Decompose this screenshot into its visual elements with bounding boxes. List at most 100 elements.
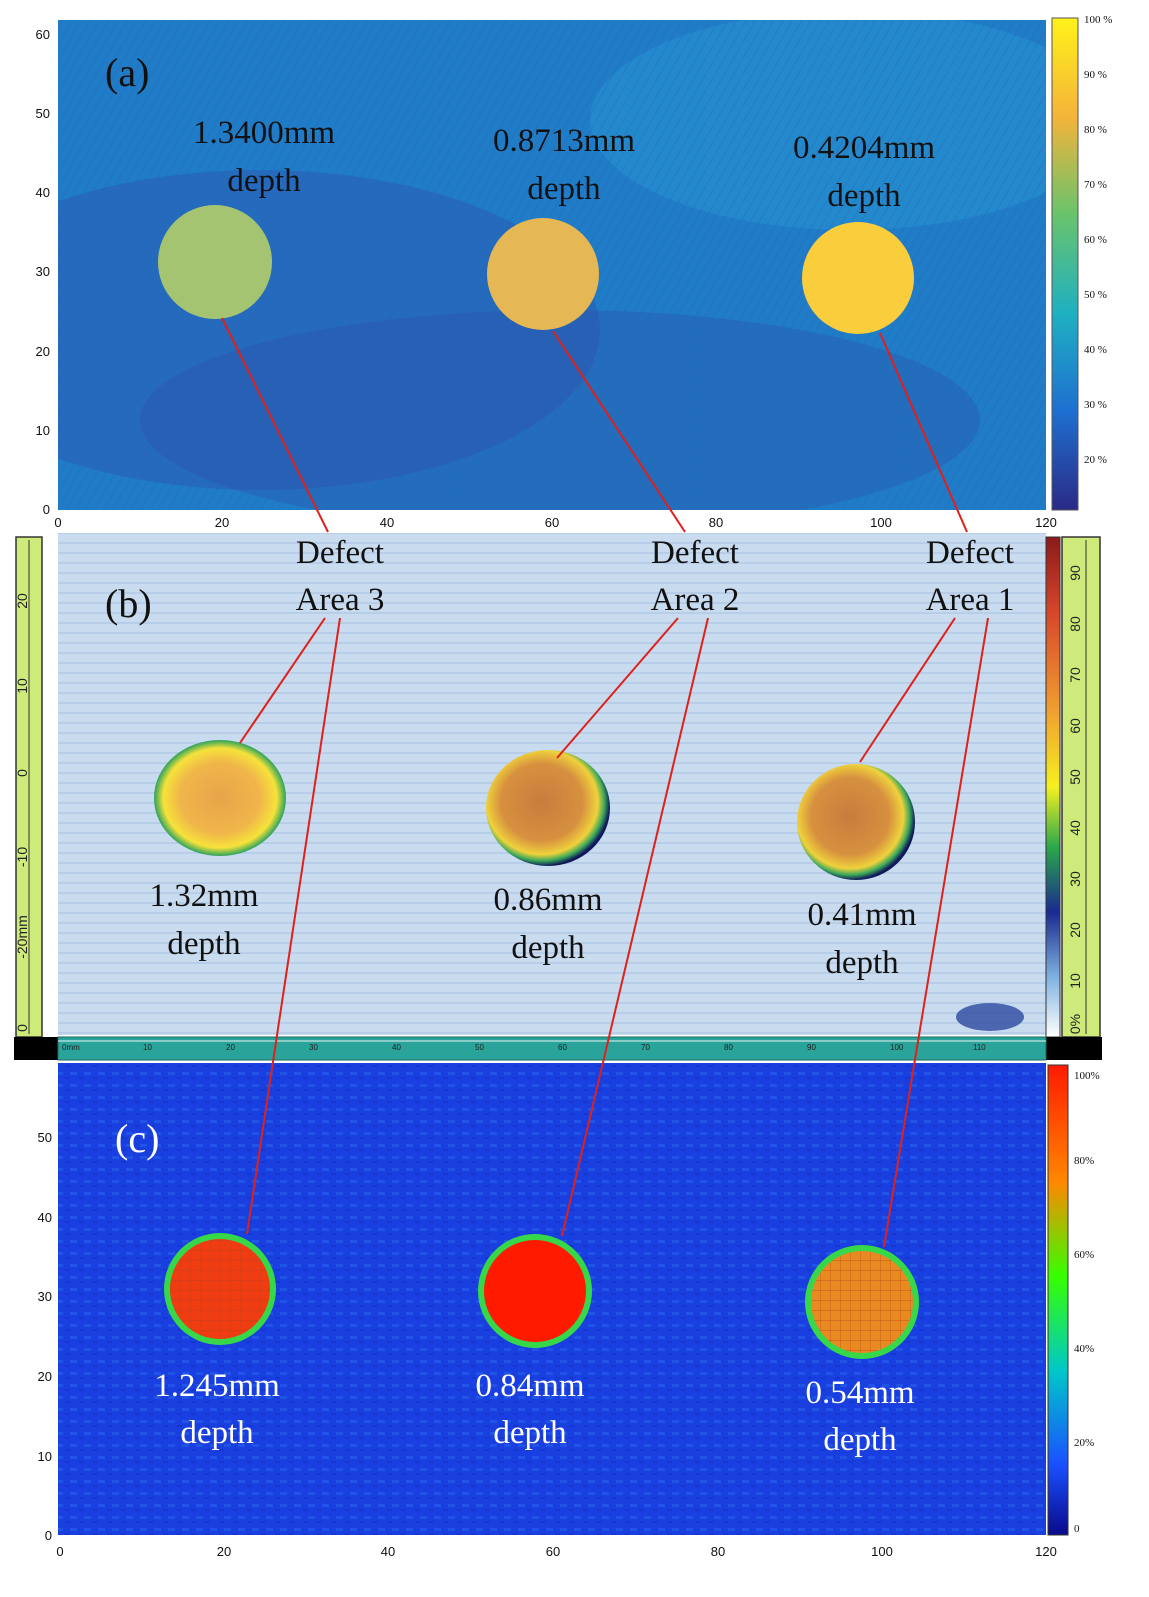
panel-a-colorbar-tick: 50 % bbox=[1084, 289, 1107, 301]
left-ruler-tick: 0 bbox=[14, 769, 30, 777]
area-1-label-line1: Defect bbox=[926, 535, 1014, 571]
panel-b-bottom-ruler-ticks: 0mm 10 20 30 40 50 60 70 80 90 100 110 bbox=[62, 1043, 986, 1052]
panel-c-label: (c) bbox=[115, 1116, 159, 1161]
panel-b-right-ruler bbox=[1061, 536, 1101, 1038]
panel-a-x-tick: 20 bbox=[215, 515, 229, 530]
panel-a-defect-1-depth-word: depth bbox=[827, 178, 901, 214]
panel-a-x-tick: 80 bbox=[709, 515, 723, 530]
area-3-label-line1: Defect bbox=[296, 535, 384, 571]
panel-a: (a) 1.3400mm depth 0.8713mm depth 0.4204… bbox=[36, 14, 1113, 530]
connector-a3-to-label bbox=[221, 317, 329, 533]
panel-a-colorbar-ticks: 100 % 90 % 80 % 70 % 60 % 50 % 40 % 30 %… bbox=[1084, 14, 1112, 466]
panel-c-y-tick: 10 bbox=[38, 1449, 52, 1464]
panel-a-defect-area-3 bbox=[158, 205, 272, 319]
panel-c-colorbar-tick: 80% bbox=[1074, 1155, 1094, 1167]
panel-a-defect-1-depth-value: 0.4204mm bbox=[793, 130, 935, 166]
bottom-ruler-tick: 0mm bbox=[62, 1043, 80, 1052]
panel-c-defect-1-depth-value: 0.54mm bbox=[805, 1375, 914, 1411]
panel-a-x-tick: 40 bbox=[380, 515, 394, 530]
right-ruler-tick: 10 bbox=[1067, 973, 1083, 989]
bottom-ruler-tick: 90 bbox=[807, 1043, 816, 1052]
right-ruler-tick: 90 bbox=[1067, 565, 1083, 581]
right-ruler-tick: 70 bbox=[1067, 667, 1083, 683]
panel-a-colorbar-tick: 30 % bbox=[1084, 399, 1107, 411]
panel-c-y-tick: 40 bbox=[38, 1210, 52, 1225]
panel-a-y-tick: 30 bbox=[36, 264, 50, 279]
area-3-label-line2: Area 3 bbox=[296, 582, 385, 618]
panel-a-y-tick: 50 bbox=[36, 106, 50, 121]
left-ruler-tick: 20 bbox=[14, 593, 30, 609]
panel-c-defect-area-2 bbox=[484, 1240, 586, 1342]
panel-a-label: (a) bbox=[105, 50, 149, 95]
bottom-ruler-tick: 100 bbox=[890, 1043, 904, 1052]
panel-c-colorbar-tick: 60% bbox=[1074, 1249, 1094, 1261]
panel-b: 20 10 0 -10 -20mm 0 90 80 70 60 50 40 30… bbox=[14, 533, 1102, 1061]
panel-b-colorbar bbox=[1045, 536, 1061, 1038]
panel-a-colorbar bbox=[1051, 17, 1079, 511]
connector-label2-to-c bbox=[561, 617, 709, 1237]
panel-c-y-tick: 20 bbox=[38, 1369, 52, 1384]
panel-a-colorbar-tick: 100 % bbox=[1084, 14, 1112, 26]
connector-a2-to-label bbox=[552, 330, 686, 533]
panel-b-defect-area-3 bbox=[154, 740, 286, 856]
panel-b-defect-3-depth-value: 1.32mm bbox=[149, 878, 258, 914]
right-ruler-tick: 30 bbox=[1067, 871, 1083, 887]
panel-a-y-tick: 20 bbox=[36, 344, 50, 359]
panel-a-y-tick: 0 bbox=[43, 502, 50, 517]
connector-label3-to-b bbox=[239, 617, 326, 744]
panel-b-defect-2-depth-value: 0.86mm bbox=[493, 882, 602, 918]
panel-c-x-tick: 80 bbox=[711, 1544, 725, 1559]
bottom-ruler-tick: 70 bbox=[641, 1043, 650, 1052]
bottom-ruler-tick: 80 bbox=[724, 1043, 733, 1052]
panel-c-x-tick: 120 bbox=[1035, 1544, 1057, 1559]
connector-lines bbox=[221, 317, 989, 1248]
panel-c-x-tick: 60 bbox=[546, 1544, 560, 1559]
panel-a-y-axis: 0 10 20 30 40 50 60 bbox=[36, 27, 50, 517]
panel-a-x-tick: 0 bbox=[54, 515, 61, 530]
panel-c-defect-3-depth-word: depth bbox=[180, 1415, 254, 1451]
panel-c-y-tick: 0 bbox=[45, 1528, 52, 1543]
panel-c-x-tick: 100 bbox=[871, 1544, 893, 1559]
right-ruler-tick: 0% bbox=[1067, 1014, 1083, 1034]
area-2-label-line1: Defect bbox=[651, 535, 739, 571]
panel-c-colorbar-tick: 20% bbox=[1074, 1437, 1094, 1449]
panel-a-colorbar-tick: 60 % bbox=[1084, 234, 1107, 246]
panel-c-x-tick: 40 bbox=[381, 1544, 395, 1559]
panel-a-colorbar-tick: 70 % bbox=[1084, 179, 1107, 191]
left-ruler-tick: -10 bbox=[14, 847, 30, 867]
connector-label1-to-c bbox=[883, 617, 989, 1248]
panel-b-defect-3-depth-word: depth bbox=[167, 926, 241, 962]
panel-b-ruler-corner-left bbox=[14, 1037, 58, 1060]
panel-c-y-axis: 0 10 20 30 40 50 bbox=[38, 1130, 52, 1543]
panel-a-colorbar-tick: 20 % bbox=[1084, 454, 1107, 466]
left-ruler-tick: -20mm bbox=[14, 915, 30, 959]
panel-a-y-tick: 60 bbox=[36, 27, 50, 42]
left-ruler-tick: 0 bbox=[14, 1024, 30, 1032]
panel-a-x-tick: 100 bbox=[870, 515, 892, 530]
panel-c-defect-3-depth-value: 1.245mm bbox=[154, 1368, 280, 1404]
panel-c-x-tick: 0 bbox=[56, 1544, 63, 1559]
bottom-ruler-tick: 40 bbox=[392, 1043, 401, 1052]
bottom-ruler-tick: 60 bbox=[558, 1043, 567, 1052]
bottom-ruler-tick: 50 bbox=[475, 1043, 484, 1052]
panel-a-defect-3-depth-value: 1.3400mm bbox=[193, 115, 335, 151]
panel-a-y-tick: 40 bbox=[36, 185, 50, 200]
panel-b-bottom-ruler bbox=[57, 1036, 1047, 1061]
panel-c-defect-1-depth-word: depth bbox=[823, 1422, 897, 1458]
left-ruler-tick: 10 bbox=[14, 678, 30, 694]
panel-c-colorbar-tick: 100% bbox=[1074, 1070, 1100, 1082]
panel-c-colorbar-tick: 0 bbox=[1074, 1523, 1080, 1535]
right-ruler-tick: 40 bbox=[1067, 820, 1083, 836]
panel-a-defect-area-2 bbox=[487, 218, 599, 330]
connector-a1-to-label bbox=[879, 332, 968, 533]
panel-c-x-axis: 0 20 40 60 80 100 120 bbox=[56, 1544, 1056, 1559]
panel-b-defect-2-depth-word: depth bbox=[511, 930, 585, 966]
area-2-label-line2: Area 2 bbox=[651, 582, 740, 618]
panel-a-defect-2-depth-word: depth bbox=[527, 171, 601, 207]
panel-a-defect-2-depth-value: 0.8713mm bbox=[493, 123, 635, 159]
right-ruler-tick: 50 bbox=[1067, 769, 1083, 785]
panel-b-ruler-corner-right bbox=[1046, 1037, 1102, 1060]
panel-c-defect-2-depth-value: 0.84mm bbox=[475, 1368, 584, 1404]
panel-a-colorbar-tick: 80 % bbox=[1084, 124, 1107, 136]
